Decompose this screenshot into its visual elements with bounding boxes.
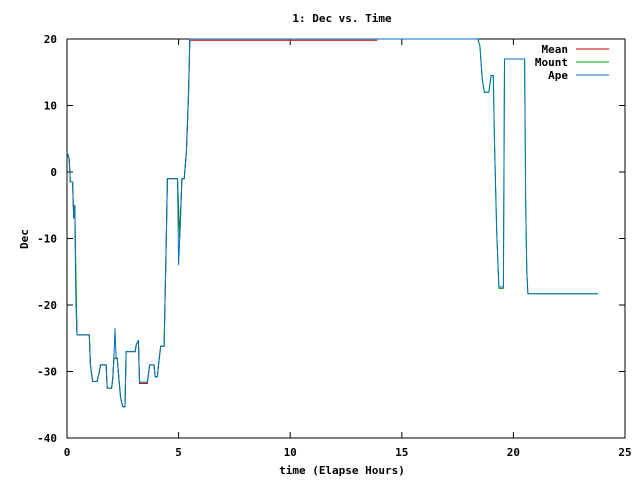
legend-label-mean: Mean bbox=[542, 43, 569, 56]
y-tick-label: -10 bbox=[37, 233, 57, 246]
series-line-ape bbox=[66, 38, 599, 408]
y-axis-label: Dec bbox=[18, 229, 31, 249]
y-tick-label: 20 bbox=[44, 33, 57, 46]
axes: 0 5 10 15 20 25 -40 -30 -20 -10 0 10 20 bbox=[37, 33, 632, 459]
series-line-mean bbox=[66, 39, 378, 408]
x-tick-label: 5 bbox=[175, 446, 182, 459]
y-tick-label: 10 bbox=[44, 100, 57, 113]
x-tick-label: 25 bbox=[618, 446, 631, 459]
legend-label-mount: Mount bbox=[535, 56, 568, 69]
y-tick-label: -30 bbox=[37, 366, 57, 379]
plot-frame bbox=[66, 38, 626, 439]
x-tick-label: 15 bbox=[395, 446, 408, 459]
series-layer bbox=[66, 38, 599, 408]
chart-title: 1: Dec vs. Time bbox=[292, 12, 392, 25]
series-line-mount bbox=[66, 38, 599, 408]
x-axis-label: time (Elapse Hours) bbox=[279, 464, 405, 477]
y-tick-label: -40 bbox=[37, 432, 57, 445]
x-tick-label: 0 bbox=[64, 446, 71, 459]
y-tick-label: 0 bbox=[50, 166, 57, 179]
x-tick-label: 10 bbox=[284, 446, 297, 459]
x-tick-label: 20 bbox=[507, 446, 520, 459]
legend-label-ape: Ape bbox=[548, 69, 568, 82]
y-tick-label: -20 bbox=[37, 299, 57, 312]
